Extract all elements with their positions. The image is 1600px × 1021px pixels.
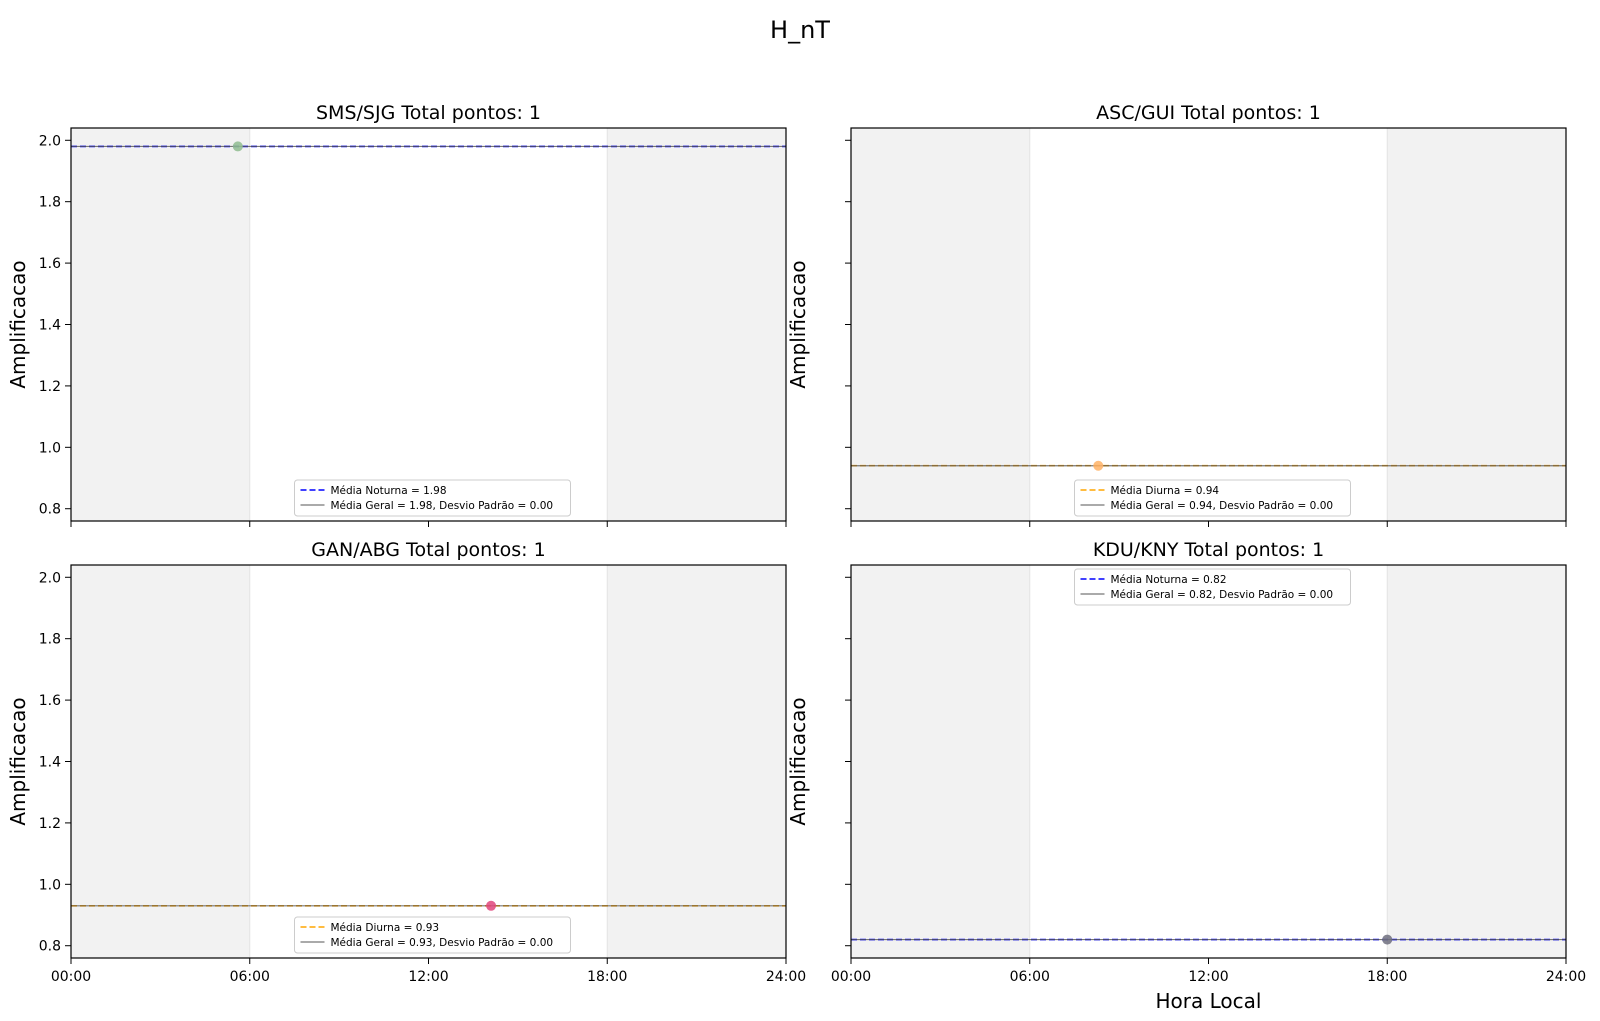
legend-label: Média Geral = 1.98, Desvio Padrão = 0.00: [331, 500, 554, 512]
legend-label: Média Noturna = 1.98: [331, 485, 447, 497]
legend: Média Noturna = 0.82 Média Geral = 0.82, …: [1074, 568, 1351, 606]
legend-label: Média Diurna = 0.94: [1111, 485, 1220, 497]
subplot-grid: 0.8 1.0 1.2 1.4 1.6 1.8 2.0 SMS/SJG Total ponto…: [6, 102, 1586, 1013]
night-shading-band: [71, 565, 250, 958]
figure-title: H_nT: [770, 16, 830, 44]
legend-label: Média Geral = 0.93, Desvio Padrão = 0.00: [331, 937, 554, 949]
night-shading-band: [1387, 128, 1566, 521]
y-tick-label: 1.4: [39, 755, 61, 771]
y-axis-label: Amplificacao: [6, 697, 30, 825]
night-shading-band: [851, 565, 1030, 958]
subplot-4: 00:00 06:00 12:00 18:00 24:00 KDU/KNY Total p…: [786, 539, 1586, 1013]
y-tick-label: 2.0: [39, 133, 61, 149]
legend-label: Média Noturna = 0.82: [1111, 574, 1227, 586]
y-axis-label: Amplificacao: [786, 260, 810, 388]
x-tick-label: 18:00: [1367, 969, 1407, 985]
night-shading-band: [71, 128, 250, 521]
x-tick-label: 06:00: [1010, 969, 1050, 985]
y-tick-label: 1.2: [39, 816, 61, 832]
y-tick-label: 0.8: [39, 939, 61, 955]
legend: Média Noturna = 1.98 Média Geral = 1.98, …: [294, 479, 571, 517]
y-tick-label: 1.6: [39, 256, 61, 272]
night-shading-band: [607, 128, 786, 521]
y-tick-label: 0.8: [39, 502, 61, 518]
y-tick-label: 1.0: [39, 877, 61, 893]
y-tick-label: 1.6: [39, 693, 61, 709]
x-axis-label: Hora Local: [1156, 989, 1262, 1013]
night-shading-band: [1387, 565, 1566, 958]
x-tick-label: 00:00: [831, 969, 871, 985]
legend-frame: [1074, 568, 1351, 606]
y-tick-label: 1.4: [39, 318, 61, 334]
subplot-1: 0.8 1.0 1.2 1.4 1.6 1.8 2.0 SMS/SJG Total ponto…: [6, 102, 787, 527]
legend-label: Média Diurna = 0.93: [331, 922, 440, 934]
legend-label: Média Geral = 0.94, Desvio Padrão = 0.00: [1111, 500, 1334, 512]
subplot-title: GAN/ABG Total pontos: 1: [311, 539, 545, 561]
x-tick-label: 00:00: [51, 969, 91, 985]
x-tick-label: 06:00: [230, 969, 270, 985]
x-tick-label: 18:00: [587, 969, 627, 985]
x-tick-label: 12:00: [1188, 969, 1228, 985]
x-tick-label: 12:00: [408, 969, 448, 985]
night-shading-band: [851, 128, 1030, 521]
subplot-title: ASC/GUI Total pontos: 1: [1096, 102, 1321, 124]
legend-label: Média Geral = 0.82, Desvio Padrão = 0.00: [1111, 589, 1334, 601]
legend-frame: [294, 916, 571, 954]
legend: Média Diurna = 0.93 Média Geral = 0.93, D…: [294, 916, 571, 954]
subplot-title: SMS/SJG Total pontos: 1: [316, 102, 541, 124]
data-point: [1382, 934, 1393, 945]
data-point: [232, 141, 243, 152]
y-tick-label: 1.8: [39, 195, 61, 211]
night-shading-band: [607, 565, 786, 958]
data-point: [486, 900, 497, 911]
y-tick-label: 1.8: [39, 632, 61, 648]
y-tick-label: 2.0: [39, 570, 61, 586]
y-tick-label: 1.2: [39, 379, 61, 395]
y-axis-label: Amplificacao: [6, 260, 30, 388]
y-axis-label: Amplificacao: [786, 697, 810, 825]
legend: Média Diurna = 0.94 Média Geral = 0.94, D…: [1074, 479, 1351, 517]
subplot-3: 0.8 1.0 1.2 1.4 1.6 1.8 2.0 00:00 06:00 12:00 18:0…: [6, 539, 806, 985]
legend-frame: [294, 479, 571, 517]
y-tick-label: 1.0: [39, 440, 61, 456]
subplot-title: KDU/KNY Total pontos: 1: [1093, 539, 1324, 561]
data-point: [1093, 460, 1104, 471]
subplot-2: ASC/GUI Total pontos: 1 Amplificacao Média…: [786, 102, 1567, 527]
x-tick-label: 24:00: [766, 969, 806, 985]
x-tick-label: 24:00: [1546, 969, 1586, 985]
legend-frame: [1074, 479, 1351, 517]
